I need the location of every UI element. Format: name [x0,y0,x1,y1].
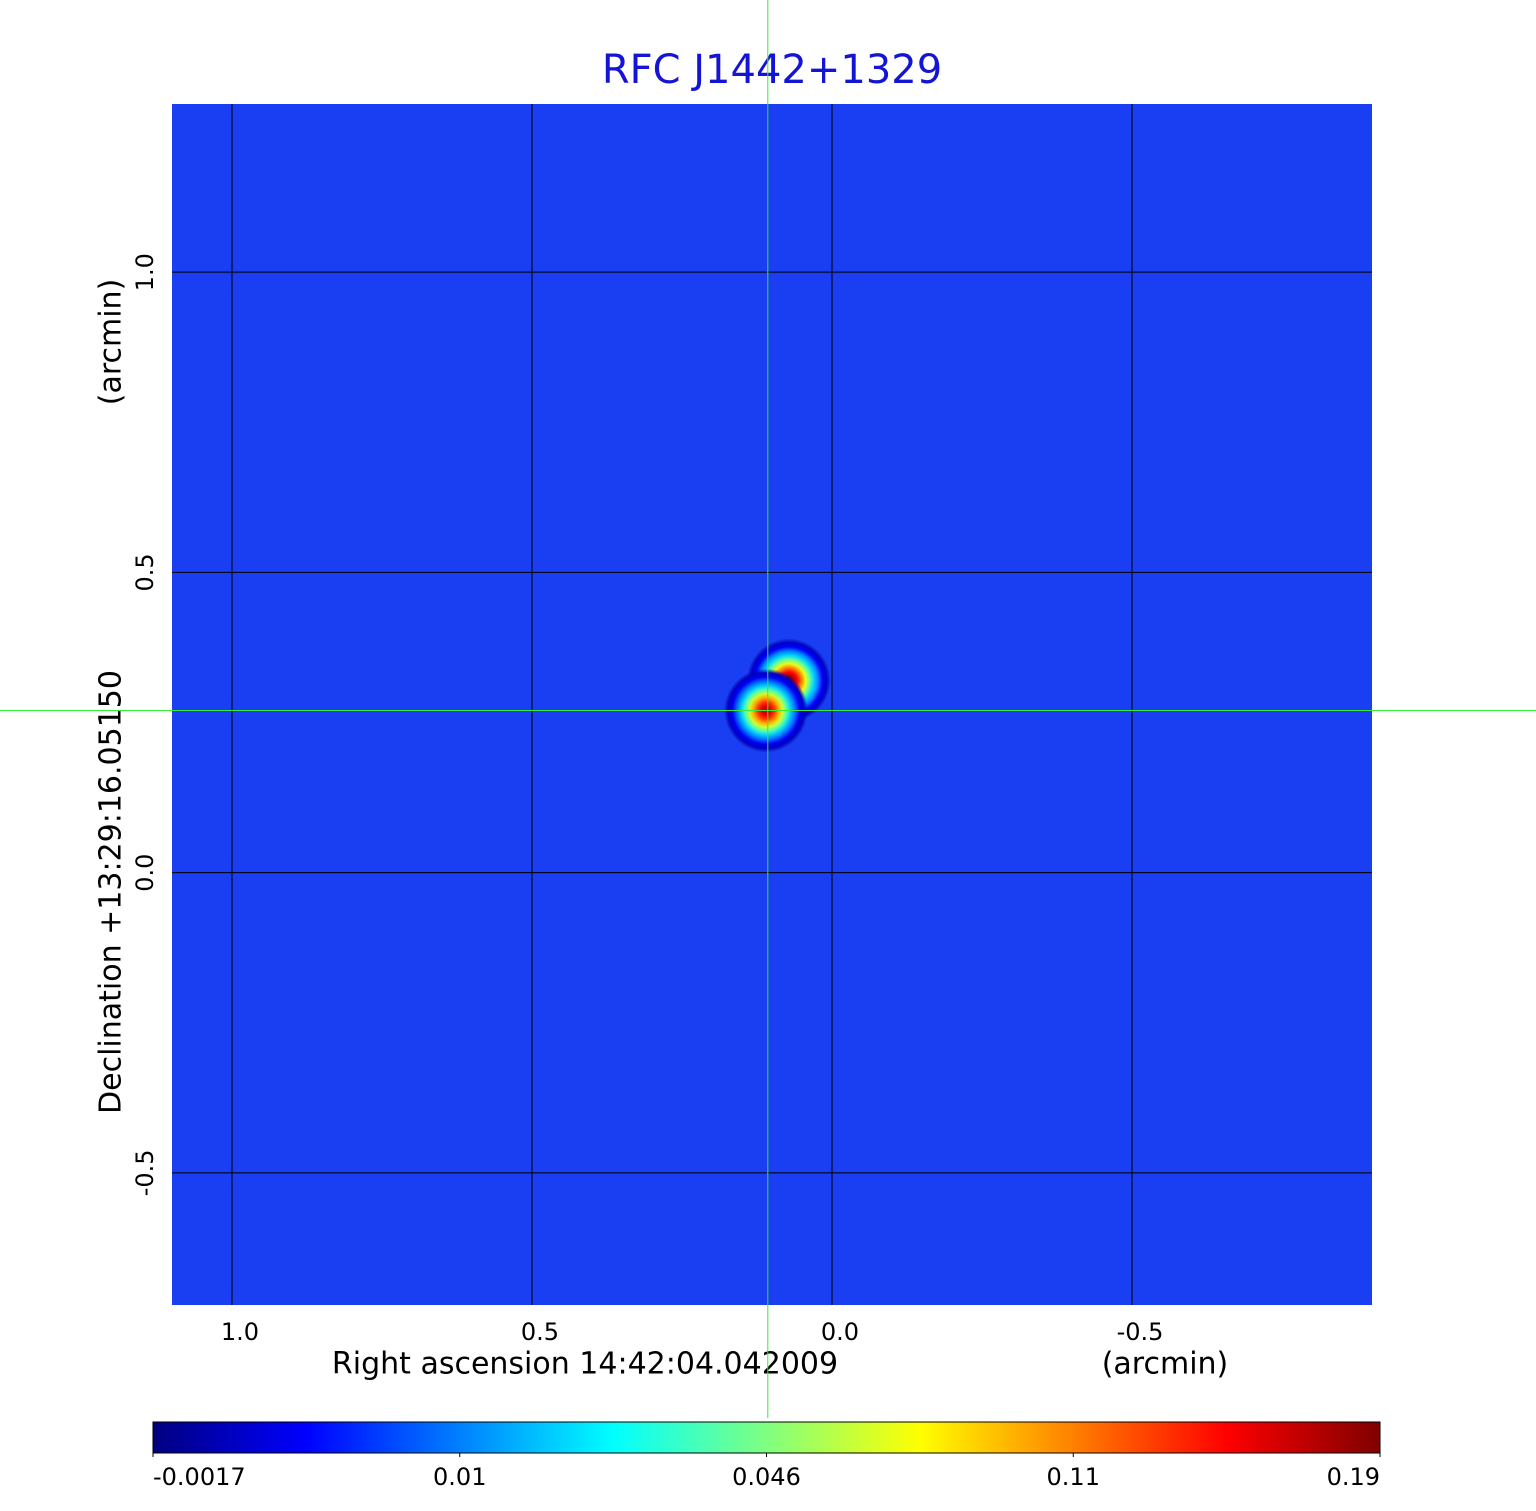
x-tick-label: 1.0 [221,1318,259,1346]
y-tick-label: 0.5 [131,553,159,591]
y-tick-label: -0.5 [131,1149,159,1196]
x-tick-label: -0.5 [1117,1318,1164,1346]
y-axis-label: Declination +13:29:16.05150 [94,670,129,1114]
y-axis-unit: (arcmin) [94,279,129,406]
y-tick-label: 0.0 [131,854,159,892]
colorbar [152,1421,1381,1454]
colorbar-tick-label: 0.11 [1047,1463,1100,1491]
colorbar-tick-label: 0.01 [433,1463,486,1491]
x-axis-label: Right ascension 14:42:04.042009 [332,1347,838,1382]
colorbar-tick-label: 0.19 [1327,1463,1380,1491]
colorbar-tick-label: 0.046 [732,1463,801,1491]
y-tick-label: 1.0 [131,253,159,291]
chart-title: RFC J1442+1329 [602,47,942,93]
x-tick-label: 0.0 [821,1318,859,1346]
x-tick-label: 0.5 [521,1318,559,1346]
colorbar-tick-label: -0.0017 [153,1463,246,1491]
x-axis-unit: (arcmin) [1102,1347,1229,1382]
